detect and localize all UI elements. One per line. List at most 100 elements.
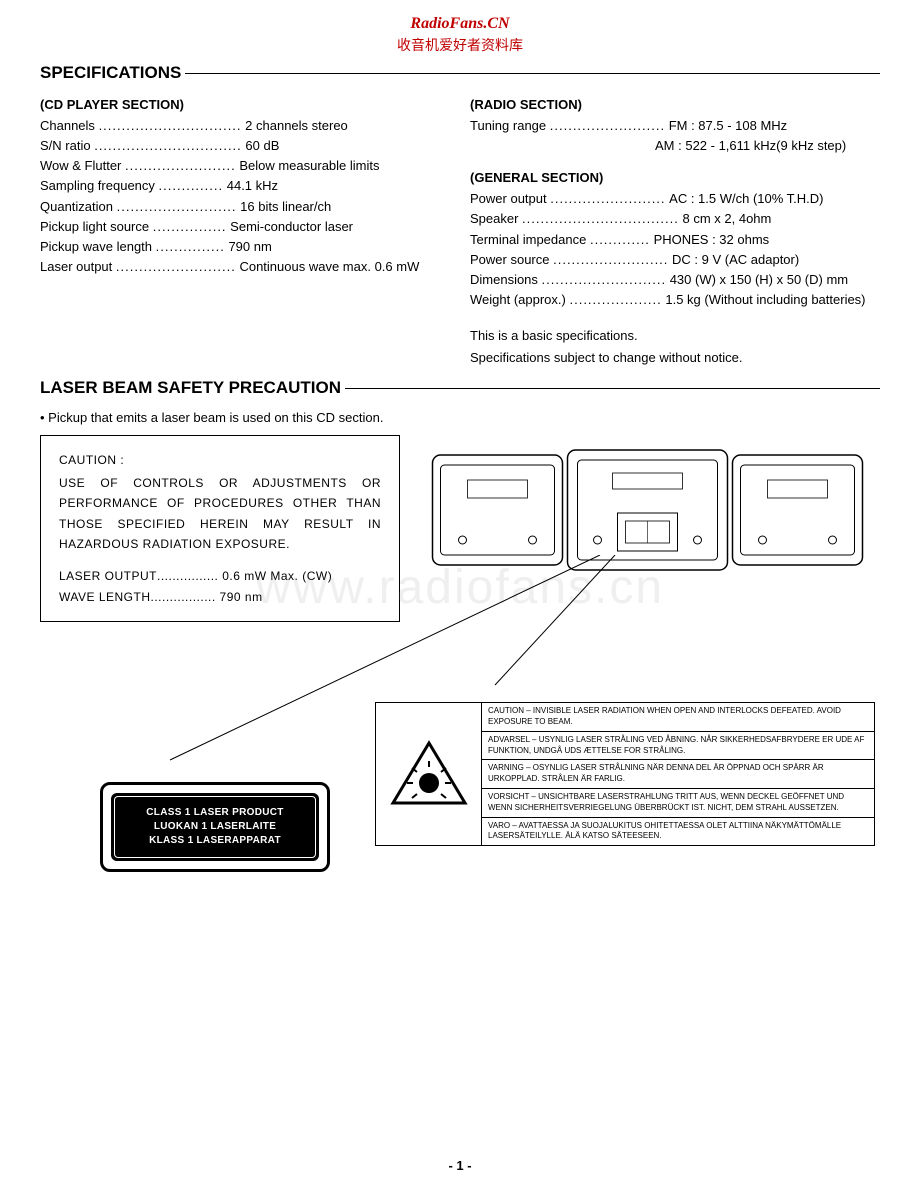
spec-row: Power output ......................... A… bbox=[470, 189, 880, 209]
spec-row: S/N ratio ..............................… bbox=[40, 136, 450, 156]
class1-line3: KLASS 1 LASERAPPARAT bbox=[149, 834, 281, 848]
spec-label: Sampling frequency bbox=[40, 176, 155, 196]
laser-bullet-note: • Pickup that emits a laser beam is used… bbox=[40, 410, 880, 425]
class1-line1: CLASS 1 LASER PRODUCT bbox=[146, 806, 283, 820]
caution-title: CAUTION : bbox=[59, 450, 381, 470]
spec-dots: ......................... bbox=[550, 189, 665, 209]
spec-value: AC : 1.5 W/ch (10% T.H.D) bbox=[669, 189, 823, 209]
multilang-warning-box: CAUTION – INVISIBLE LASER RADIATION WHEN… bbox=[375, 702, 875, 846]
spec-row: Weight (approx.) .................... 1.… bbox=[470, 290, 880, 310]
site-subtitle: 收音机爱好者资料库 bbox=[40, 35, 880, 55]
class1-laser-label: CLASS 1 LASER PRODUCT LUOKAN 1 LASERLAIT… bbox=[100, 782, 330, 872]
spec-value: 60 dB bbox=[245, 136, 279, 156]
warning-triangle-icon bbox=[389, 739, 469, 809]
spec-col-right: (RADIO SECTION) Tuning range ...........… bbox=[470, 91, 880, 368]
page-number: - 1 - bbox=[448, 1158, 471, 1173]
caution-box: CAUTION : USE OF CONTROLS OR ADJUSTMENTS… bbox=[40, 435, 400, 622]
spec-col-left: (CD PLAYER SECTION) Channels ...........… bbox=[40, 91, 450, 368]
spec-row: Terminal impedance ............. PHONES … bbox=[470, 230, 880, 250]
spec-label: Quantization bbox=[40, 197, 113, 217]
caution-spec2-label: WAVE LENGTH bbox=[59, 587, 151, 607]
spec-label: Power source bbox=[470, 250, 549, 270]
cd-section-title: (CD PLAYER SECTION) bbox=[40, 97, 450, 112]
spec-dots: ................................ bbox=[94, 136, 242, 156]
spec-dots: ........................... bbox=[542, 270, 667, 290]
spec-dots: ......................... bbox=[550, 116, 665, 136]
laser-safety-title: LASER BEAM SAFETY PRECAUTION bbox=[40, 378, 341, 398]
spec-label: Tuning range bbox=[470, 116, 546, 136]
spec-dots: ......................... bbox=[553, 250, 668, 270]
caution-spec2-value: 790 nm bbox=[220, 587, 263, 607]
specifications-title: SPECIFICATIONS bbox=[40, 63, 181, 83]
spec-dots: .............. bbox=[159, 176, 224, 196]
caution-spec1-dots: ................ bbox=[157, 566, 218, 586]
warning-text-column: CAUTION – INVISIBLE LASER RADIATION WHEN… bbox=[481, 703, 874, 845]
spec-dots: .................... bbox=[569, 290, 661, 310]
spec-row: Pickup wave length ............... 790 n… bbox=[40, 237, 450, 257]
spec-value: PHONES : 32 ohms bbox=[654, 230, 770, 250]
caution-spec1-value: 0.6 mW Max. (CW) bbox=[222, 566, 332, 586]
spec-value: DC : 9 V (AC adaptor) bbox=[672, 250, 799, 270]
spec-dots: ........................ bbox=[125, 156, 236, 176]
spec-dots: ................ bbox=[153, 217, 227, 237]
site-header: RadioFans.CN 收音机爱好者资料库 bbox=[40, 15, 880, 55]
warning-row: VORSICHT – UNSICHTBARE LASERSTRAHLUNG TR… bbox=[482, 789, 874, 818]
spec-label: Terminal impedance bbox=[470, 230, 586, 250]
spec-label: Pickup light source bbox=[40, 217, 149, 237]
spec-row: Quantization .......................... … bbox=[40, 197, 450, 217]
lower-labels-area: CLASS 1 LASER PRODUCT LUOKAN 1 LASERLAIT… bbox=[40, 682, 880, 942]
spec-label: Dimensions bbox=[470, 270, 538, 290]
spec-row: Power source ......................... D… bbox=[470, 250, 880, 270]
spec-value: FM : 87.5 - 108 MHz bbox=[669, 116, 787, 136]
spec-note-2: Specifications subject to change without… bbox=[470, 348, 880, 368]
spec-dots: .......................... bbox=[116, 257, 236, 277]
spec-row: Pickup light source ................ Sem… bbox=[40, 217, 450, 237]
spec-dots: ............................... bbox=[99, 116, 242, 136]
spec-dots: .................................. bbox=[522, 209, 679, 229]
device-svg-icon bbox=[415, 435, 880, 585]
radio-section-title: (RADIO SECTION) bbox=[470, 97, 880, 112]
caution-spec2-dots: ................. bbox=[151, 587, 216, 607]
spec-value: Semi-conductor laser bbox=[230, 217, 353, 237]
spec-label: Wow & Flutter bbox=[40, 156, 121, 176]
spec-dots: ............. bbox=[590, 230, 650, 250]
class1-line2: LUOKAN 1 LASERLAITE bbox=[154, 820, 276, 834]
spec-label: S/N ratio bbox=[40, 136, 91, 156]
warning-row: VARNING – OSYNLIG LASER STRÅLNING NÄR DE… bbox=[482, 760, 874, 789]
spec-value: Below measurable limits bbox=[239, 156, 379, 176]
spec-dots: .......................... bbox=[117, 197, 237, 217]
spec-label: Weight (approx.) bbox=[470, 290, 566, 310]
device-drawing bbox=[415, 435, 880, 585]
spec-value: 430 (W) x 150 (H) x 50 (D) mm bbox=[670, 270, 848, 290]
spec-label: Pickup wave length bbox=[40, 237, 152, 257]
spec-value: 790 nm bbox=[228, 237, 271, 257]
specifications-columns: (CD PLAYER SECTION) Channels ...........… bbox=[40, 91, 880, 368]
spec-row: Sampling frequency .............. 44.1 k… bbox=[40, 176, 450, 196]
spec-value: 44.1 kHz bbox=[227, 176, 278, 196]
spec-value: 16 bits linear/ch bbox=[240, 197, 331, 217]
spec-label: Power output bbox=[470, 189, 547, 209]
general-section-title: (GENERAL SECTION) bbox=[470, 170, 880, 185]
caution-spec1-label: LASER OUTPUT bbox=[59, 566, 157, 586]
radio-extra-line: AM : 522 - 1,611 kHz(9 kHz step) bbox=[470, 136, 880, 156]
warning-row: VARO – AVATTAESSA JA SUOJALUKITUS OHITET… bbox=[482, 818, 874, 846]
spec-dots: ............... bbox=[156, 237, 225, 257]
laser-warning-symbol bbox=[376, 703, 481, 845]
spec-value: 1.5 kg (Without including batteries) bbox=[665, 290, 865, 310]
spec-row: Tuning range ......................... F… bbox=[470, 116, 880, 136]
class1-inner: CLASS 1 LASER PRODUCT LUOKAN 1 LASERLAIT… bbox=[111, 793, 319, 861]
spec-row: Dimensions ........................... 4… bbox=[470, 270, 880, 290]
spec-note-1: This is a basic specifications. bbox=[470, 326, 880, 346]
spec-row: Channels ...............................… bbox=[40, 116, 450, 136]
caution-spec-1: LASER OUTPUT ................ 0.6 mW Max… bbox=[59, 566, 381, 586]
caution-body: USE OF CONTROLS OR ADJUSTMENTS OR PERFOR… bbox=[59, 473, 381, 555]
specifications-heading: SPECIFICATIONS bbox=[40, 63, 880, 83]
spec-row: Laser output .......................... … bbox=[40, 257, 450, 277]
spec-row: Wow & Flutter ........................ B… bbox=[40, 156, 450, 176]
spec-label: Channels bbox=[40, 116, 95, 136]
heading-rule bbox=[345, 388, 880, 389]
warning-row: ADVARSEL – USYNLIG LASER STRÅLING VED ÅB… bbox=[482, 732, 874, 761]
laser-safety-heading: LASER BEAM SAFETY PRECAUTION bbox=[40, 378, 880, 398]
spec-row: Speaker ................................… bbox=[470, 209, 880, 229]
spec-label: Laser output bbox=[40, 257, 112, 277]
